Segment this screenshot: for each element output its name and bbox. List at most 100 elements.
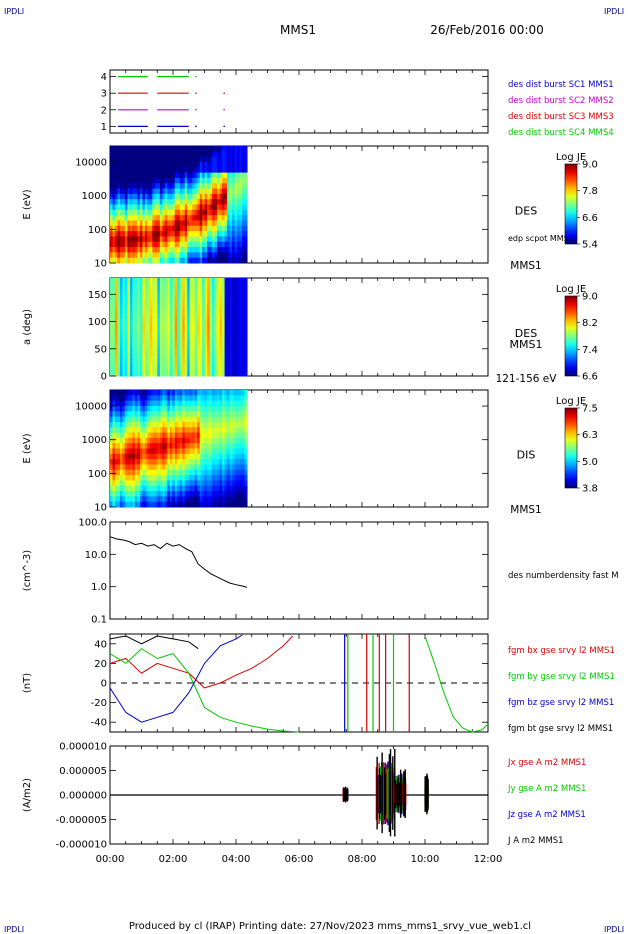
heatmap-cell: [207, 257, 211, 264]
heatmap-cell: [234, 278, 238, 283]
heatmap-cell: [119, 501, 123, 508]
heatmap-cell: [202, 252, 206, 259]
heatmap-cell: [134, 416, 138, 423]
heatmap-cell: [114, 371, 118, 377]
heatmap-cell: [192, 469, 196, 476]
heatmap-cell: [154, 475, 158, 481]
heatmap-cell: [112, 395, 116, 402]
legend-entry: Jz gse A m2 MMS1: [507, 810, 586, 820]
heatmap-cell: [192, 501, 196, 508]
heatmap-cell: [154, 309, 158, 315]
heatmap-cell: [214, 225, 218, 232]
heatmap-cell: [112, 209, 116, 216]
heatmap-cell: [229, 459, 233, 465]
heatmap-cell: [197, 448, 201, 455]
heatmap-cell: [232, 282, 236, 288]
heatmap-cell: [122, 188, 126, 195]
heatmap-cell: [147, 146, 151, 152]
heatmap-cell: [144, 469, 148, 476]
heatmap-cell: [149, 344, 153, 350]
heatmap-cell: [117, 204, 121, 211]
heatmap-cell: [157, 318, 161, 324]
heatmap-cell: [119, 291, 123, 297]
heatmap-cell: [172, 204, 176, 211]
heatmap-cell: [214, 177, 218, 184]
heatmap-cell: [204, 362, 208, 368]
heatmap-cell: [242, 421, 246, 428]
heatmap-cell: [167, 371, 171, 377]
heatmap-cell: [119, 340, 123, 346]
heatmap-cell: [179, 411, 183, 418]
heatmap-cell: [144, 362, 148, 368]
heatmap-cell: [237, 421, 241, 428]
heatmap-cell: [117, 464, 121, 471]
heatmap-cell: [129, 480, 133, 487]
heatmap-cell: [177, 278, 181, 283]
heatmap-cell: [184, 453, 188, 460]
series-line-field: [109, 648, 300, 733]
heatmap-cell: [139, 340, 143, 346]
heatmap-cell: [129, 491, 133, 497]
heatmap-cell: [194, 177, 198, 184]
heatmap-cell: [179, 469, 183, 476]
heatmap-cell: [152, 188, 156, 195]
heatmap-cell: [214, 432, 218, 439]
heatmap-cell: [197, 167, 201, 174]
heatmap-cell: [234, 371, 238, 377]
y-tick-label: 0.1: [91, 615, 107, 626]
heatmap-cell: [159, 215, 163, 221]
heatmap-cell: [112, 327, 116, 332]
heatmap-cell: [149, 282, 153, 288]
heatmap-cell: [149, 405, 153, 412]
heatmap-cell: [142, 349, 146, 355]
heatmap-cell: [222, 295, 226, 301]
heatmap-cell: [167, 313, 171, 319]
panel-instrument-label: DIS: [517, 449, 536, 462]
heatmap-cell: [217, 367, 221, 373]
heatmap-cell: [124, 313, 128, 319]
heatmap-cell: [184, 400, 188, 407]
heatmap-cell: [222, 177, 226, 184]
heatmap-cell: [174, 353, 178, 359]
heatmap-cell: [234, 411, 238, 418]
heatmap-cell: [189, 215, 193, 221]
heatmap-cell: [127, 327, 131, 332]
heatmap-cell: [199, 358, 203, 364]
heatmap-cell: [214, 367, 218, 373]
heatmap-cell: [152, 367, 156, 373]
heatmap-cell: [222, 491, 226, 497]
heatmap-cell: [112, 390, 116, 396]
heatmap-cell: [134, 453, 138, 460]
heatmap-cell: [214, 161, 218, 168]
heatmap-cell: [179, 400, 183, 407]
heatmap-cell: [224, 286, 228, 292]
heatmap-cell: [149, 252, 153, 259]
heatmap-cell: [147, 183, 151, 190]
heatmap-cell: [184, 215, 188, 221]
heatmap-cell: [217, 146, 221, 152]
heatmap-cell: [227, 304, 231, 310]
heatmap-cell: [187, 199, 191, 205]
heatmap-cell: [234, 172, 238, 179]
heatmap-cell: [142, 395, 146, 402]
heatmap-cell: [229, 313, 233, 319]
heatmap-cell: [179, 257, 183, 264]
heatmap-cell: [167, 300, 171, 306]
heatmap-cell: [222, 252, 226, 259]
panel-frame: [109, 69, 489, 134]
heatmap-cell: [122, 177, 126, 184]
heatmap-cell: [234, 236, 238, 243]
heatmap-cell: [244, 353, 248, 359]
heatmap-cell: [117, 331, 121, 337]
heatmap-cell: [207, 322, 211, 328]
heatmap-cell: [174, 300, 178, 306]
heatmap-cell: [174, 362, 178, 368]
heatmap-cell: [222, 371, 226, 377]
heatmap-cell: [187, 286, 191, 292]
heatmap-cell: [110, 362, 113, 368]
heatmap-cell: [149, 167, 153, 174]
heatmap-cell: [199, 453, 203, 460]
heatmap-cell: [237, 300, 241, 306]
heatmap-cell: [194, 167, 198, 174]
heatmap-cell: [114, 340, 118, 346]
